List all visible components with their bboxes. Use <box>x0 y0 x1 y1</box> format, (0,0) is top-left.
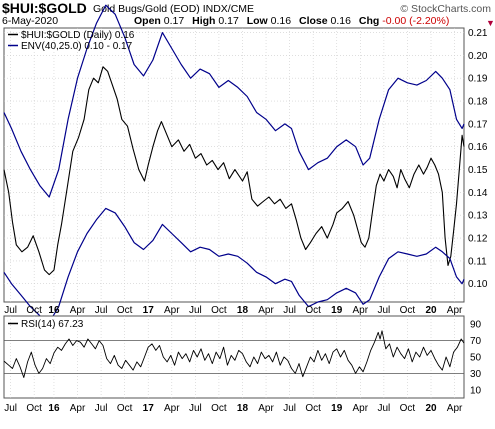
price-x-tick-label: Oct <box>26 305 42 316</box>
price-x-tick-label: 19 <box>331 305 343 316</box>
rsi-y-tick-label: 50 <box>470 353 482 364</box>
rsi-x-tick-label: Oct <box>211 403 227 414</box>
rsi-series-group <box>3 330 465 378</box>
price-x-tick-label: Oct <box>117 305 133 316</box>
rsi-y-axis: 10 30 50 70 90 <box>470 320 482 397</box>
price-x-tick-label: 16 <box>48 305 60 316</box>
price-y-tick-label: 0.19 <box>468 74 488 85</box>
price-y-tick-label: 0.13 <box>468 211 488 222</box>
quote-bar: Open 0.17 High 0.17 Low 0.16 Close 0.16 … <box>134 15 449 27</box>
rsi-x-tick-label: Apr <box>164 403 180 414</box>
rsi-y-tick-label: 10 <box>470 385 482 396</box>
price-x-tick-label: Jul <box>189 305 202 316</box>
rsi-x-tick-label: Oct <box>400 403 416 414</box>
price-y-axis: 0.10 0.11 0.12 0.13 0.14 0.15 0.16 0.17 0.18 0.19… <box>468 28 488 290</box>
rsi-x-tick-label: 18 <box>237 403 249 414</box>
open-label: Open <box>134 15 161 27</box>
rsi-x-tick-label: 16 <box>48 403 60 414</box>
price-x-tick-label: Oct <box>400 305 416 316</box>
price-x-tick-label: Apr <box>70 305 86 316</box>
price-y-tick-label: 0.11 <box>468 256 487 267</box>
high-label: High <box>192 15 216 27</box>
rsi-panel-frame <box>3 315 465 399</box>
price-y-tick-label: 0.20 <box>468 51 488 62</box>
rsi-y-tick-label: 30 <box>470 369 482 380</box>
legend-label: ENV(40,25.0) 0.10 - 0.17 <box>21 41 133 52</box>
price-y-tick-label: 0.14 <box>468 188 488 199</box>
open-value: 0.17 <box>163 15 185 27</box>
rsi-x-tick-label: Apr <box>258 403 274 414</box>
rsi-x-tick-label: Apr <box>70 403 86 414</box>
price-x-tick-label: 20 <box>425 305 437 316</box>
brand-watermark: © StockCharts.com <box>400 3 491 15</box>
close-value: 0.16 <box>330 15 351 27</box>
price-x-tick-label: Apr <box>258 305 274 316</box>
envelope-lower-line <box>3 207 465 324</box>
price-y-tick-label: 0.15 <box>468 165 488 176</box>
down-arrow-icon: ▼ <box>486 18 495 28</box>
price-y-tick-label: 0.17 <box>468 119 488 130</box>
rsi-x-tick-label: Apr <box>353 403 369 414</box>
chg-label: Chg <box>358 15 380 27</box>
close-label: Close <box>299 15 328 27</box>
rsi-x-tick-label: Jul <box>189 403 202 414</box>
price-panel-frame <box>3 27 465 303</box>
rsi-line <box>3 330 465 378</box>
envelope-upper-line <box>3 4 465 198</box>
price-x-tick-label: Oct <box>211 305 227 316</box>
price-x-tick-label: Apr <box>164 305 180 316</box>
rsi-x-tick-label: Oct <box>26 403 42 414</box>
price-y-tick-label: 0.18 <box>468 97 488 108</box>
rsi-x-tick-label: Jul <box>4 403 17 414</box>
rsi-x-tick-label: Jul <box>95 403 108 414</box>
low-value: 0.16 <box>270 15 292 27</box>
price-y-tick-label: 0.21 <box>468 28 488 39</box>
chart-symbol: $HUI:$GOLD <box>2 0 87 16</box>
rsi-grid <box>4 316 464 398</box>
rsi-y-tick-label: 70 <box>470 336 482 347</box>
chart-description: Gold Bugs/Gold (EOD) INDX/CME <box>93 3 255 15</box>
price-x-tick-label: Jul <box>95 305 108 316</box>
rsi-x-tick-label: 20 <box>425 403 437 414</box>
rsi-x-tick-label: Oct <box>305 403 321 414</box>
price-x-tick-label: Jul <box>4 305 17 316</box>
price-x-tick-label: Apr <box>353 305 369 316</box>
price-y-tick-label: 0.12 <box>468 234 488 245</box>
price-x-axis: Jul Oct 16 Apr Jul Oct 17 Apr Jul Oct 18 Apr Jul Oct 1… <box>4 305 463 316</box>
price-y-tick-label: 0.10 <box>468 279 488 290</box>
price-x-tick-label: Apr <box>447 305 463 316</box>
price-x-tick-label: 18 <box>237 305 249 316</box>
rsi-legend: RSI(14) 67.23 <box>8 319 84 330</box>
quote-date: 6-May-2020 <box>2 15 59 27</box>
rsi-x-tick-label: 19 <box>331 403 343 414</box>
price-y-tick-label: 0.16 <box>468 142 488 153</box>
price-x-tick-label: Oct <box>305 305 321 316</box>
low-label: Low <box>246 15 268 27</box>
rsi-x-tick-label: Apr <box>447 403 463 414</box>
rsi-y-tick-label: 90 <box>470 320 482 331</box>
price-line <box>3 66 465 276</box>
legend-label: $HUI:$GOLD (Daily) 0.16 <box>21 30 135 41</box>
price-x-tick-label: Jul <box>283 305 296 316</box>
rsi-legend-label: RSI(14) 67.23 <box>21 319 84 330</box>
rsi-x-tick-label: Jul <box>283 403 296 414</box>
rsi-x-tick-label: Oct <box>117 403 133 414</box>
price-series-group <box>3 4 465 324</box>
rsi-x-tick-label: 17 <box>143 403 155 414</box>
price-x-tick-label: Jul <box>377 305 390 316</box>
rsi-x-tick-label: Jul <box>377 403 390 414</box>
rsi-x-axis: Jul Oct 16 Apr Jul Oct 17 Apr Jul Oct 18 Apr Jul Oct 1… <box>4 403 463 414</box>
price-x-tick-label: 17 <box>143 305 155 316</box>
chg-value: -0.00 (-2.20%) <box>382 15 450 27</box>
high-value: 0.17 <box>218 15 239 27</box>
